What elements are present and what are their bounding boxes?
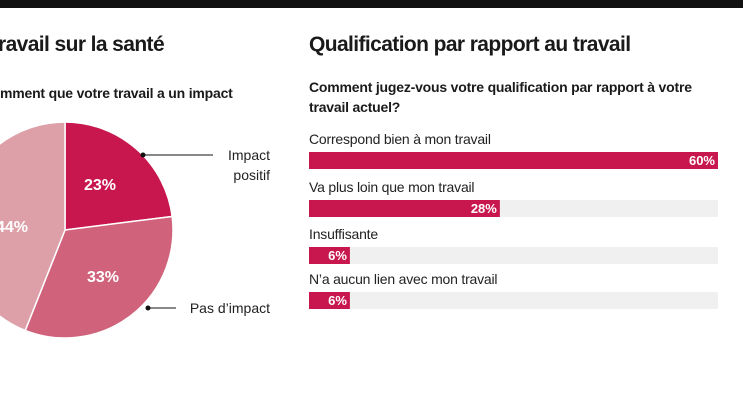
category-label: Insuffisante (309, 226, 378, 242)
bar (309, 200, 500, 217)
callout-label: Pas d’impact (189, 300, 270, 316)
chart-subtitle: Comment jugez-vous votre qualification p… (309, 79, 692, 115)
pie-slice (0, 121, 66, 332)
value-label: 6% (328, 293, 347, 308)
bar (309, 292, 350, 309)
chart-title: ravail sur la santé (0, 33, 165, 56)
value-label: 28% (471, 201, 497, 216)
slice-label: 33% (87, 269, 119, 286)
chart-subtitle: mment que votre travail a un impact (0, 85, 233, 101)
value-label: 60% (689, 153, 715, 168)
category-label: N’a aucun lien avec mon travail (309, 271, 498, 287)
bar (309, 247, 350, 264)
category-label: Va plus loin que mon travail (309, 179, 475, 195)
top-band (0, 0, 743, 8)
bar-track (309, 247, 718, 264)
pie-slice (64, 121, 173, 231)
bar (309, 152, 718, 169)
chart-title: Qualification par rapport au travail (309, 33, 631, 56)
slice-label: 44% (0, 219, 28, 236)
value-label: 6% (328, 248, 347, 263)
slice-label: 23% (84, 177, 116, 194)
category-label: Correspond bien à mon travail (309, 131, 491, 147)
pie-slice (24, 215, 174, 339)
bar-track (309, 292, 718, 309)
callout-label: Impact positif (227, 147, 270, 183)
